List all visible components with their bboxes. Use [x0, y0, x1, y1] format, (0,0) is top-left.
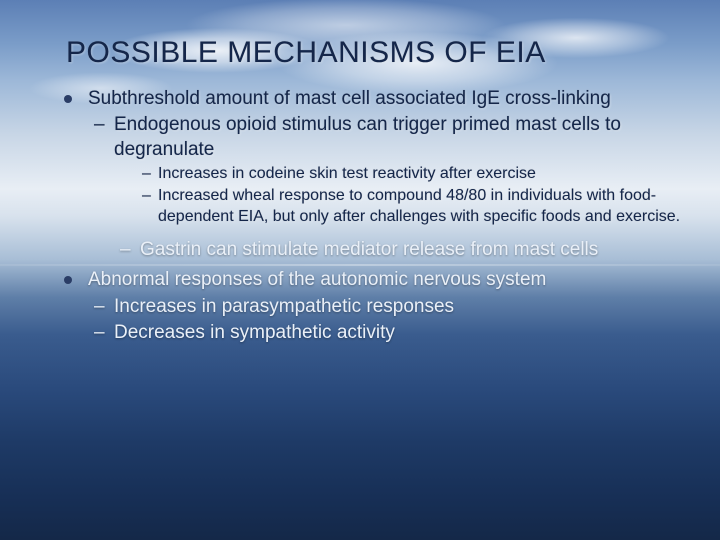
- bullet-2-sub-2-text: Decreases in sympathetic activity: [114, 322, 395, 343]
- bullet-1-sub-2-text: Gastrin can stimulate mediator release f…: [140, 239, 598, 260]
- bullet-1-sub-1: Endogenous opioid stimulus can trigger p…: [88, 113, 690, 227]
- bullet-list-level1: Subthreshold amount of mast cell associa…: [60, 87, 690, 227]
- bullet-1-sub-1-subsub-2-text: Increased wheal response to compound 48/…: [158, 187, 680, 224]
- bullet-1-sublist: Endogenous opioid stimulus can trigger p…: [88, 113, 690, 227]
- bullet-1-sub-1-subsub-1-text: Increases in codeine skin test reactivit…: [158, 165, 536, 182]
- slide-title: POSSIBLE MECHANISMS OF EIA: [66, 36, 690, 69]
- bullet-1-sub-1-text: Endogenous opioid stimulus can trigger p…: [114, 114, 621, 159]
- bullet-1-sub-1-subsublist: Increases in codeine skin test reactivit…: [140, 164, 690, 227]
- slide-root: POSSIBLE MECHANISMS OF EIA Subthreshold …: [0, 0, 720, 540]
- slide-content: POSSIBLE MECHANISMS OF EIA Subthreshold …: [0, 0, 720, 540]
- bullet-1-sub-2-standalone: Gastrin can stimulate mediator release f…: [114, 237, 690, 262]
- bullet-1: Subthreshold amount of mast cell associa…: [60, 87, 690, 227]
- bullet-1-sub-1-subsub-2: Increased wheal response to compound 48/…: [140, 186, 690, 227]
- bullet-2-sub-2: Decreases in sympathetic activity: [88, 321, 690, 345]
- bullet-2: Abnormal responses of the autonomic nerv…: [60, 268, 690, 345]
- bullet-2-sub-1-text: Increases in parasympathetic responses: [114, 296, 454, 317]
- bullet-2-sub-1: Increases in parasympathetic responses: [88, 295, 690, 319]
- bullet-2-sublist: Increases in parasympathetic responses D…: [88, 295, 690, 346]
- bullet-1-sub-1-subsub-1: Increases in codeine skin test reactivit…: [140, 164, 690, 184]
- bullet-1-sub-2: Gastrin can stimulate mediator release f…: [114, 237, 690, 262]
- bullet-list-level1-part2: Abnormal responses of the autonomic nerv…: [60, 268, 690, 345]
- bullet-2-text: Abnormal responses of the autonomic nerv…: [88, 269, 546, 290]
- bullet-1-text: Subthreshold amount of mast cell associa…: [88, 88, 611, 109]
